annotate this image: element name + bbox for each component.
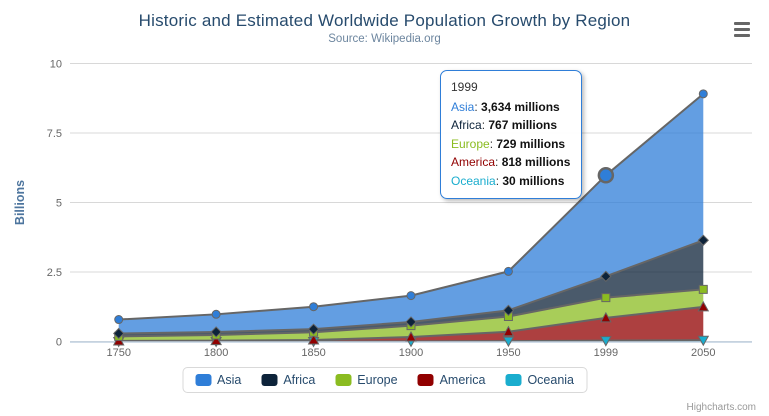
tooltip-row-oceania: Oceania: 30 millions xyxy=(451,173,565,188)
marker-oceania-1950[interactable] xyxy=(502,336,515,348)
tooltip-series-name: Europe xyxy=(451,136,490,151)
marker-asia-1999-hovered[interactable] xyxy=(597,167,615,184)
marker-africa-2050[interactable] xyxy=(697,234,709,246)
marker-asia-1850[interactable] xyxy=(309,302,319,312)
y-axis-title: Billions xyxy=(13,180,27,225)
y-tick-label: 10 xyxy=(50,59,62,71)
legend-swatch-icon xyxy=(417,374,434,386)
marker-africa-1850[interactable] xyxy=(307,323,320,335)
tooltip-series-value: 3,634 millions xyxy=(477,99,560,114)
x-tick-label: 1900 xyxy=(399,347,423,359)
tooltip-row-america: America: 818 millions xyxy=(451,155,571,169)
series-area-africa[interactable] xyxy=(118,240,704,337)
marker-asia-1950[interactable] xyxy=(503,266,513,276)
y-tick-label: 5 xyxy=(56,198,62,210)
marker-asia-1900[interactable] xyxy=(406,291,416,301)
tooltip-row-africa: Africa: 767 millions xyxy=(451,118,558,132)
legend-swatch-icon xyxy=(195,374,211,386)
marker-africa-1800[interactable] xyxy=(210,326,222,338)
marker-america-2050[interactable] xyxy=(697,300,710,312)
marker-oceania-2050[interactable] xyxy=(697,335,710,347)
tooltip-series-name: America xyxy=(451,155,496,169)
marker-asia-1750[interactable] xyxy=(114,315,124,325)
legend-item-asia[interactable]: Asia xyxy=(195,373,241,387)
tooltip-row-europe: Europe: 729 millions xyxy=(451,136,566,151)
legend-swatch-icon xyxy=(505,374,522,386)
marker-africa-1750[interactable] xyxy=(113,327,125,340)
legend-item-africa[interactable]: Africa xyxy=(261,373,315,387)
tooltip-series-value: 30 millions xyxy=(499,173,565,188)
legend-item-oceania[interactable]: Oceania xyxy=(505,373,574,387)
marker-africa-1999[interactable] xyxy=(600,270,612,283)
y-tick-label: 2.5 xyxy=(47,267,62,279)
x-tick-label: 1999 xyxy=(594,347,618,359)
legend-item-label: Europe xyxy=(357,373,398,387)
x-tick-label: 1750 xyxy=(106,347,130,359)
marker-america-1900[interactable] xyxy=(405,330,417,342)
legend-swatch-icon xyxy=(335,374,352,386)
marker-europe-1999[interactable] xyxy=(601,293,611,303)
marker-asia-2050[interactable] xyxy=(698,89,708,99)
x-tick-label: 1950 xyxy=(496,347,520,359)
series-area-america[interactable] xyxy=(118,306,704,342)
export-menu-button[interactable] xyxy=(732,20,752,38)
x-tick-label: 1850 xyxy=(301,347,325,359)
chart-subtitle: Source: Wikipedia.org xyxy=(328,33,441,45)
marker-europe-2050[interactable] xyxy=(698,284,708,294)
legend-swatch-icon xyxy=(261,374,278,386)
tooltip-series-name: Africa xyxy=(451,118,482,132)
x-tick-label: 2050 xyxy=(691,347,715,359)
tooltip-series-name: Asia xyxy=(451,99,475,114)
hamburger-icon xyxy=(734,21,750,25)
tooltip: 1999 Asia: 3,634 millions Africa: 767 mil… xyxy=(440,70,583,199)
tooltip-series-name: Oceania xyxy=(451,173,496,188)
legend-item-label: Asia xyxy=(217,373,242,387)
legend-item-label: Oceania xyxy=(527,373,574,387)
tooltip-series-value: 729 millions xyxy=(493,136,566,151)
credits-link[interactable]: Highcharts.com xyxy=(686,402,756,413)
marker-america-1850[interactable] xyxy=(307,333,320,345)
tooltip-series-value: 818 millions xyxy=(498,155,571,169)
legend-item-europe[interactable]: Europe xyxy=(335,373,398,387)
chart-title: Historic and Estimated Worldwide Populat… xyxy=(138,11,631,30)
marker-america-1999[interactable] xyxy=(600,311,612,323)
x-tick-label: 1800 xyxy=(204,347,228,359)
marker-oceania-1999[interactable] xyxy=(600,336,612,347)
legend-item-label: America xyxy=(439,373,486,387)
legend-item-america[interactable]: America xyxy=(417,373,486,387)
legend: Asia Africa Europe America Oceania xyxy=(182,367,587,393)
y-tick-label: 7.5 xyxy=(47,128,62,140)
marker-america-1950[interactable] xyxy=(502,325,515,337)
marker-america-1800[interactable] xyxy=(210,334,222,346)
tooltip-series-value: 767 millions xyxy=(485,118,558,132)
tooltip-header: 1999 xyxy=(451,80,478,94)
marker-asia-1800[interactable] xyxy=(211,309,221,319)
hamburger-icon xyxy=(734,27,750,31)
tooltip-row-asia: Asia: 3,634 millions xyxy=(451,99,560,114)
legend-item-label: Africa xyxy=(283,373,316,387)
hamburger-icon xyxy=(734,33,750,37)
series-area-asia[interactable] xyxy=(118,93,704,334)
tooltip-rows: Asia: 3,634 millions Africa: 767 millions… xyxy=(451,98,570,191)
marker-africa-1950[interactable] xyxy=(502,304,515,317)
marker-africa-1900[interactable] xyxy=(405,316,417,328)
y-tick-label: 0 xyxy=(56,337,62,349)
